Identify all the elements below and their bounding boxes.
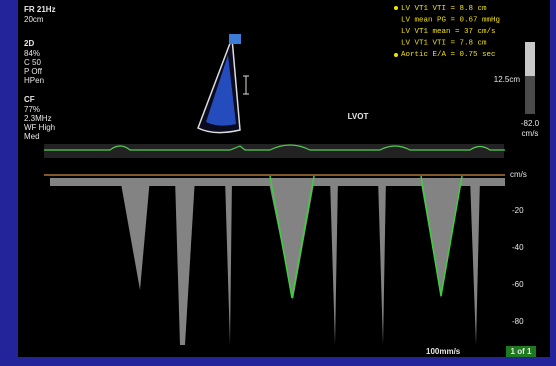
measurement: Aortic E/A = 0.75 sec [401, 51, 496, 59]
color-scale-min: -82.0 [521, 119, 540, 128]
color-bar-bottom [525, 76, 535, 114]
setting: 84% [24, 49, 40, 58]
setting: P Off [24, 67, 43, 76]
ecg-band [44, 144, 504, 158]
setting: C 50 [24, 58, 41, 67]
probe-marker [229, 34, 241, 44]
axis-tick-label: -60 [512, 280, 524, 289]
setting: WF High [24, 123, 55, 132]
view-label: LVOT [348, 112, 369, 121]
measurement: LV mean PG = 0.67 mmHg [401, 16, 500, 24]
measurement: LV VT1 mean = 37 cm/s [401, 28, 496, 36]
settings-cf-label: CF [24, 95, 35, 104]
measurement: LV VT1 VTI = 8.8 cm [401, 5, 487, 13]
sweep-speed: 100mm/s [426, 347, 461, 356]
setting: 2.3MHz [24, 114, 52, 123]
screen: FR 21Hz20cm 2D84%C 50P OffHPen CF77%2.3MHz… [0, 0, 556, 366]
color-bar-top [525, 42, 535, 76]
depth: 20cm [24, 15, 44, 24]
settings-2d-label: 2D [24, 39, 34, 48]
axis-unit: cm/s [510, 170, 527, 179]
ultrasound-view: FR 21Hz20cm 2D84%C 50P OffHPen CF77%2.3MHz… [0, 0, 556, 366]
color-scale-unit: cm/s [522, 129, 539, 138]
axis-tick-label: -20 [512, 206, 524, 215]
page-indicator: 1 of 1 [511, 347, 532, 356]
color-scale-note: 12.5cm [494, 75, 521, 84]
setting: Med [24, 132, 40, 141]
measurement: LV VT1 VTI = 7.8 cm [401, 39, 487, 47]
setting: HPen [24, 76, 44, 85]
axis-tick-label: -80 [512, 317, 524, 326]
frame-rate: FR 21Hz [24, 5, 56, 14]
axis-tick-label: -40 [512, 243, 524, 252]
setting: 77% [24, 105, 40, 114]
